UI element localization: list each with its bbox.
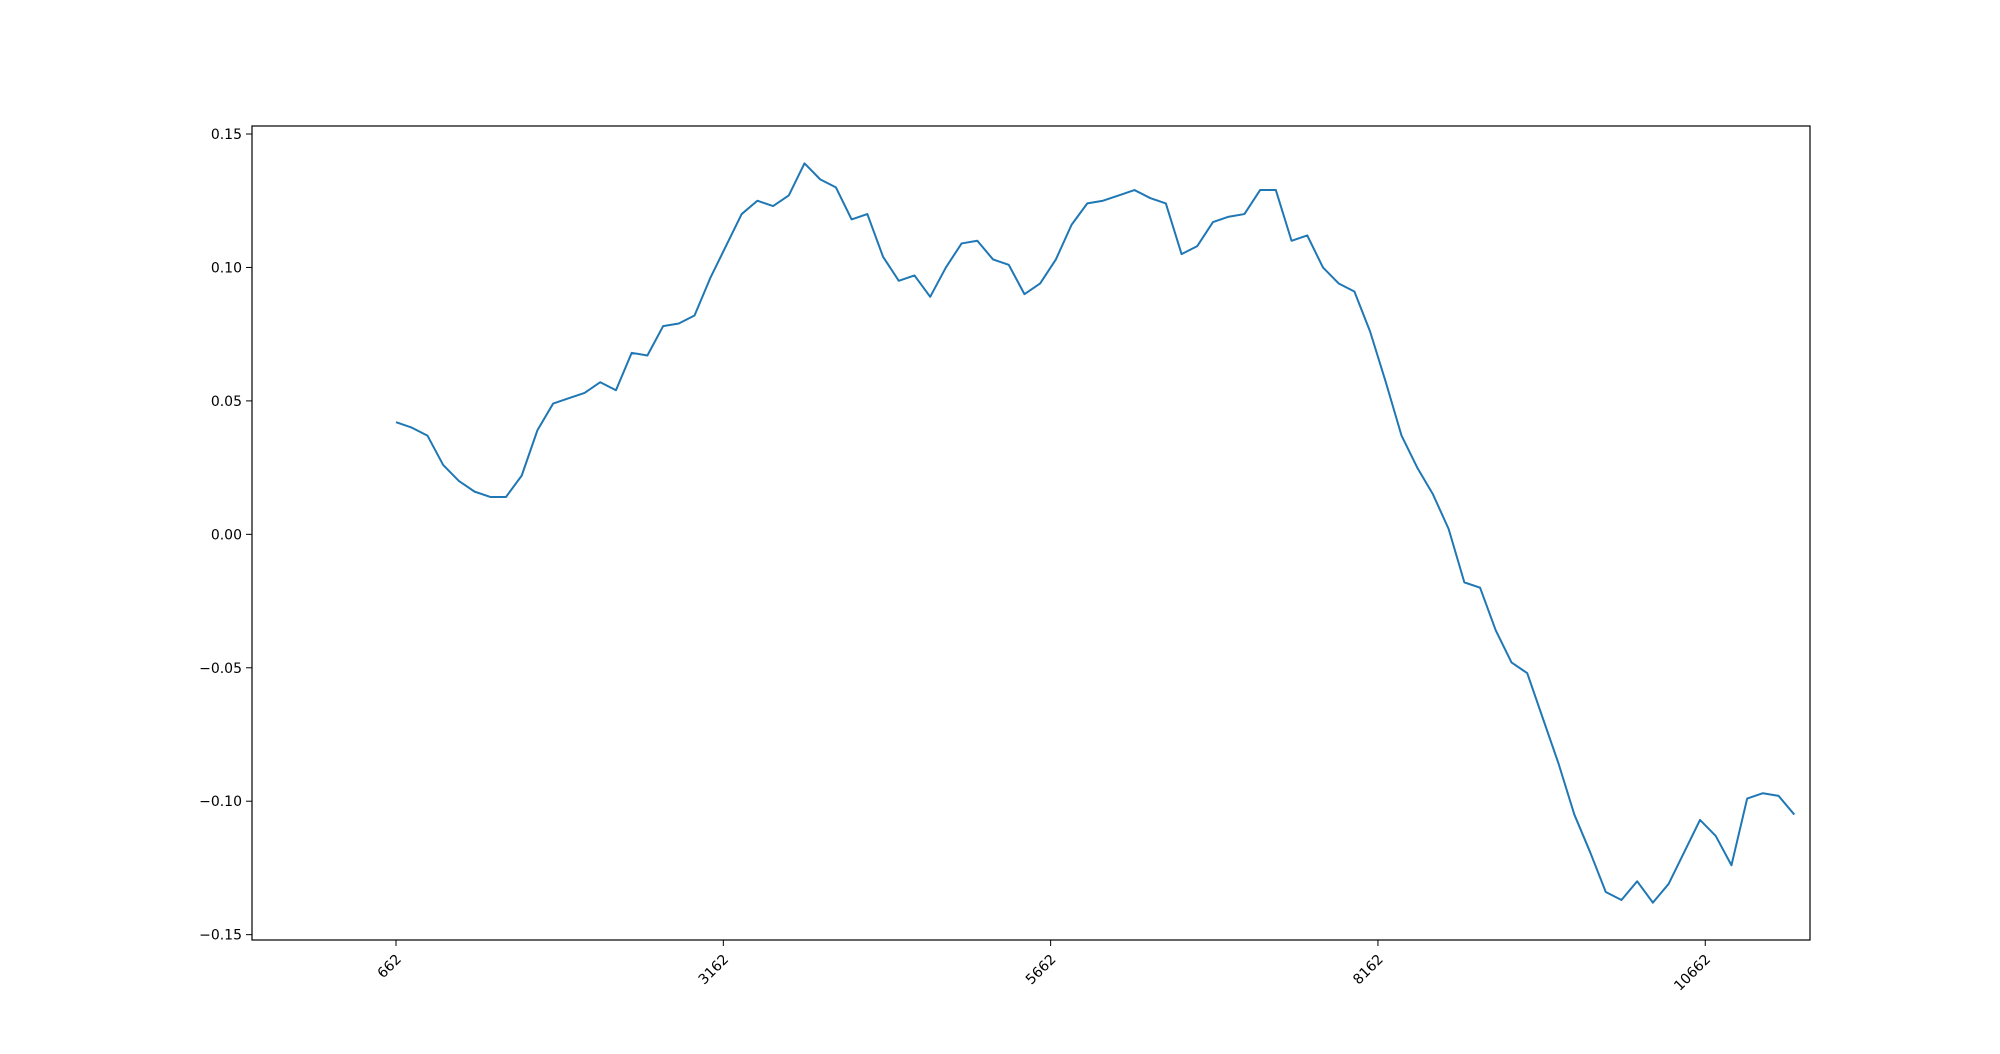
x-tick-label: 3162 [696, 952, 733, 989]
x-tick-label: 662 [375, 952, 405, 982]
y-tick-label: 0.00 [211, 527, 242, 543]
y-tick-label: −0.05 [199, 661, 242, 677]
plot-frame [251, 125, 1811, 941]
y-tick-label: 0.10 [211, 260, 242, 276]
y-tick-label: −0.10 [199, 794, 242, 810]
x-tick-label: 5662 [1023, 952, 1060, 989]
y-tick-label: 0.15 [211, 127, 242, 143]
y-tick-label: −0.15 [199, 928, 242, 944]
y-tick-label: 0.05 [211, 394, 242, 410]
series-line-0 [395, 162, 1796, 904]
x-tick-label: 10662 [1671, 952, 1714, 995]
x-tick-label: 8162 [1350, 952, 1387, 989]
plot-area [395, 162, 1796, 904]
y-axis: 0.15 0.10 0.05 0.00 −0.05 −0.10 −0.15 [199, 127, 252, 944]
x-axis: 662 3162 5662 8162 10662 [375, 940, 1714, 994]
